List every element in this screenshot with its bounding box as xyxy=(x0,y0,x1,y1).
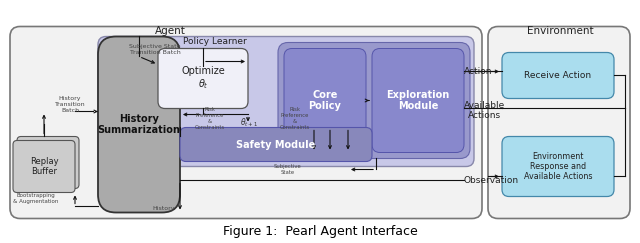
Text: Action: Action xyxy=(464,67,493,76)
Text: Risk
Preference
&
Constraints: Risk Preference & Constraints xyxy=(280,107,310,130)
Text: Receive Action: Receive Action xyxy=(524,71,591,80)
Text: Bootstrapping
& Augmentation: Bootstrapping & Augmentation xyxy=(13,193,59,204)
FancyBboxPatch shape xyxy=(284,49,366,153)
Text: History
Transition
Batch: History Transition Batch xyxy=(54,96,85,113)
FancyBboxPatch shape xyxy=(10,26,482,218)
Text: Safety Module: Safety Module xyxy=(236,139,316,149)
FancyBboxPatch shape xyxy=(180,128,372,162)
Text: $\theta_{t+1}$: $\theta_{t+1}$ xyxy=(240,116,258,129)
FancyBboxPatch shape xyxy=(488,26,630,218)
FancyBboxPatch shape xyxy=(278,43,470,158)
FancyBboxPatch shape xyxy=(502,52,614,98)
FancyBboxPatch shape xyxy=(372,49,464,153)
Text: Environment
Response and
Available Actions: Environment Response and Available Actio… xyxy=(524,152,592,182)
Text: Available
Actions: Available Actions xyxy=(464,101,505,120)
Text: Subjective State
Transition Batch: Subjective State Transition Batch xyxy=(129,44,180,55)
Text: Replay
Buffer: Replay Buffer xyxy=(29,157,58,176)
FancyBboxPatch shape xyxy=(13,140,75,192)
Text: History
Summarization: History Summarization xyxy=(97,114,180,135)
Text: Exploration
Module: Exploration Module xyxy=(387,90,450,111)
FancyBboxPatch shape xyxy=(158,49,248,109)
Text: Optimize
$\theta_t$: Optimize $\theta_t$ xyxy=(181,66,225,91)
FancyBboxPatch shape xyxy=(98,36,474,166)
Text: Risk
Preference
&
Constraints: Risk Preference & Constraints xyxy=(195,107,225,130)
FancyBboxPatch shape xyxy=(98,36,180,212)
Text: Policy Learner: Policy Learner xyxy=(183,37,247,46)
FancyBboxPatch shape xyxy=(502,137,614,197)
Text: Observation: Observation xyxy=(464,176,519,185)
Text: Core
Policy: Core Policy xyxy=(308,90,341,111)
Text: Figure 1:  Pearl Agent Interface: Figure 1: Pearl Agent Interface xyxy=(223,225,417,238)
FancyBboxPatch shape xyxy=(17,137,79,189)
Text: Environment: Environment xyxy=(527,26,593,35)
Text: History: History xyxy=(152,206,175,211)
Text: Subjective
State: Subjective State xyxy=(274,164,302,175)
Text: Agent: Agent xyxy=(155,26,186,35)
